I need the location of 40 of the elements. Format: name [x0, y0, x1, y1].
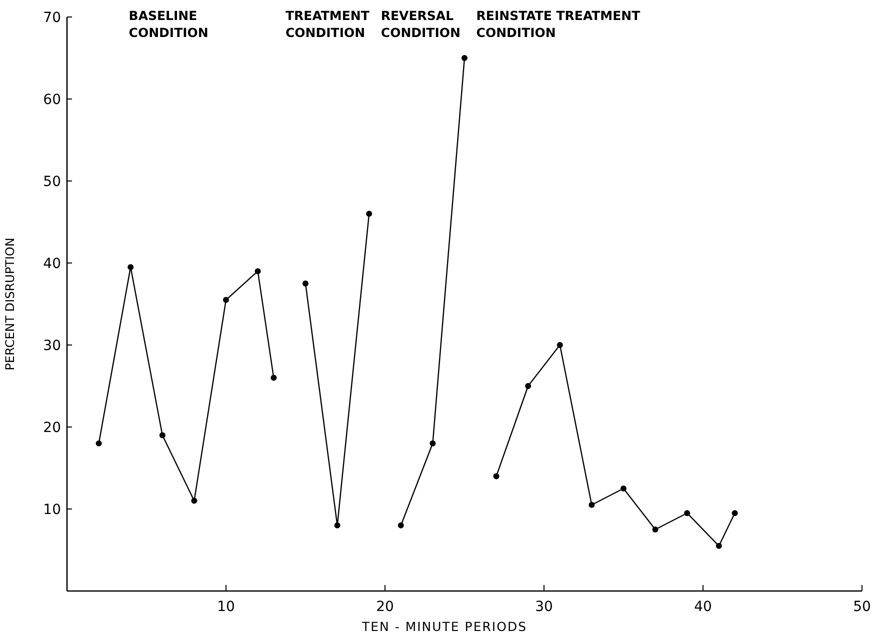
y-tick-label: 70: [43, 10, 61, 26]
point: [254, 268, 261, 274]
point: [716, 542, 722, 549]
point: [191, 498, 198, 504]
annotation: TREATMENT CONDITION: [286, 8, 370, 40]
annotation: BASELINE CONDITION: [128, 8, 208, 40]
point: [159, 432, 166, 438]
y-tick-label: 10: [43, 502, 61, 518]
x-tick-label: 30: [535, 599, 553, 615]
point: [430, 440, 436, 446]
y-tick-label: 60: [43, 92, 61, 108]
y-tick-label: 30: [43, 338, 61, 354]
point: [334, 522, 340, 528]
y-tick-label: 40: [43, 256, 61, 272]
point: [128, 264, 134, 270]
point: [493, 473, 500, 480]
point: [270, 374, 277, 381]
x-tick-label: 40: [694, 599, 712, 615]
x-tick-label: 10: [217, 599, 235, 615]
point: [652, 526, 658, 532]
point: [620, 486, 626, 492]
y-tick-label: 50: [43, 174, 61, 190]
point: [462, 55, 468, 61]
point: [684, 510, 690, 516]
point: [525, 383, 532, 389]
x-tick-label: 50: [853, 599, 871, 615]
point: [398, 522, 404, 528]
point: [588, 502, 595, 508]
point: [732, 510, 738, 516]
x-axis-title: TEN - MINUTE PERIODS: [360, 619, 528, 634]
y-axis-title: PERCENT DISRUPTION: [3, 238, 17, 370]
point: [366, 210, 372, 217]
point: [96, 440, 102, 446]
point: [556, 342, 563, 348]
annotation: REVERSAL CONDITION: [380, 8, 460, 40]
point: [223, 296, 229, 303]
point: [302, 280, 308, 286]
y-tick-label: 20: [43, 420, 61, 436]
x-tick-label: 20: [376, 599, 394, 615]
annotation: REINSTATE TREATMENT CONDITION: [476, 8, 641, 40]
